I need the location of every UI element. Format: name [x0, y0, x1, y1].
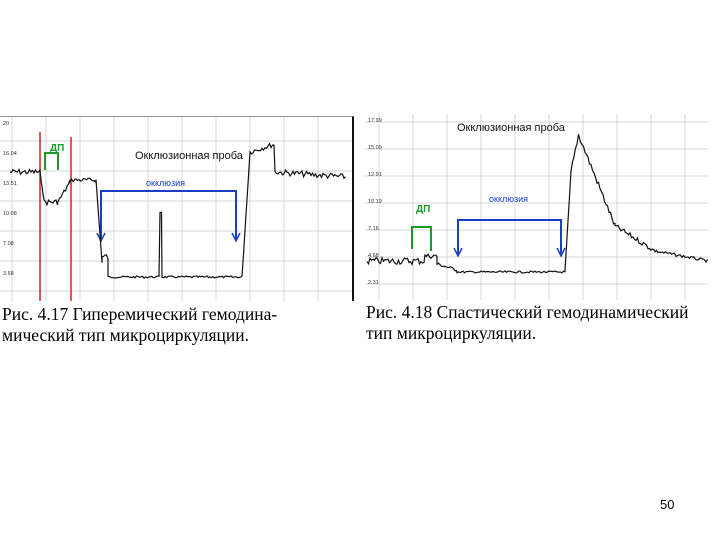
- occlusion-label: окклюзия: [146, 178, 185, 188]
- chart-title: Окклюзионная проба: [457, 122, 566, 134]
- y-tick-label: 16.04: [3, 151, 17, 157]
- y-tick-label: 13.51: [3, 181, 17, 187]
- figure-spastic-chart: 17.99 15.09 12.91 10.19 7.16 4.68 2.31 Окклюзи…: [365, 114, 708, 300]
- y-axis-ticks: 17.99 15.09 12.91 10.19 7.16 4.68 2.31: [368, 118, 382, 286]
- caption-line: Рис. 4.17 Гиперемический гемодина-: [2, 304, 278, 324]
- figure-hyperemic-chart: 20 16.04 13.51 10.08 7.08 3.68 Окклюзионная п…: [0, 116, 354, 301]
- grid: [365, 114, 708, 300]
- caption-line: тип микроциркуляции.: [366, 323, 537, 343]
- y-tick-label: 10.19: [368, 199, 382, 205]
- hyperemic-plot: 20 16.04 13.51 10.08 7.08 3.68 Окклюзионная п…: [0, 117, 352, 301]
- occlusion-arrow-left: [453, 247, 463, 258]
- grid: [0, 117, 352, 301]
- spastic-plot: 17.99 15.09 12.91 10.19 7.16 4.68 2.31 Окклюзи…: [365, 114, 708, 300]
- y-tick-label: 4.68: [368, 253, 379, 259]
- y-tick-label: 2.31: [368, 280, 379, 286]
- chart-title: Окклюзионная проба: [135, 150, 244, 162]
- perfusion-signal: [366, 134, 708, 274]
- figure-4-17-caption: Рис. 4.17 Гиперемический гемодина- мичес…: [2, 304, 277, 346]
- occlusion-arrow-right: [556, 247, 566, 258]
- caption-line: мический тип микроциркуляции.: [2, 325, 249, 345]
- dp-label: ДП: [416, 204, 430, 215]
- figure-4-18-caption: Рис. 4.18 Спастический гемодинамический …: [366, 302, 688, 344]
- dp-label: ДП: [50, 143, 64, 154]
- y-tick-label: 7.16: [368, 226, 379, 232]
- dp-bracket: [411, 226, 432, 251]
- occlusion-label: окклюзия: [489, 194, 528, 204]
- occlusion-bracket: [457, 219, 562, 254]
- y-tick-label: 7.08: [3, 241, 14, 247]
- y-tick-label: 3.68: [3, 271, 14, 277]
- y-tick-label: 10.08: [3, 211, 17, 217]
- y-tick-label: 15.09: [368, 145, 382, 151]
- occlusion-arrow-right: [231, 232, 241, 243]
- y-axis-ticks: 20 16.04 13.51 10.08 7.08 3.68: [3, 121, 17, 277]
- y-tick-label: 17.99: [368, 118, 382, 124]
- page-number: 50: [660, 497, 675, 512]
- caption-line: Рис. 4.18 Спастический гемодинамический: [366, 302, 689, 322]
- dp-bracket: [44, 152, 59, 170]
- y-tick-label: 20: [3, 121, 9, 127]
- perfusion-signal: [9, 142, 346, 279]
- y-tick-label: 12.91: [368, 172, 382, 178]
- occlusion-bracket: [100, 190, 237, 239]
